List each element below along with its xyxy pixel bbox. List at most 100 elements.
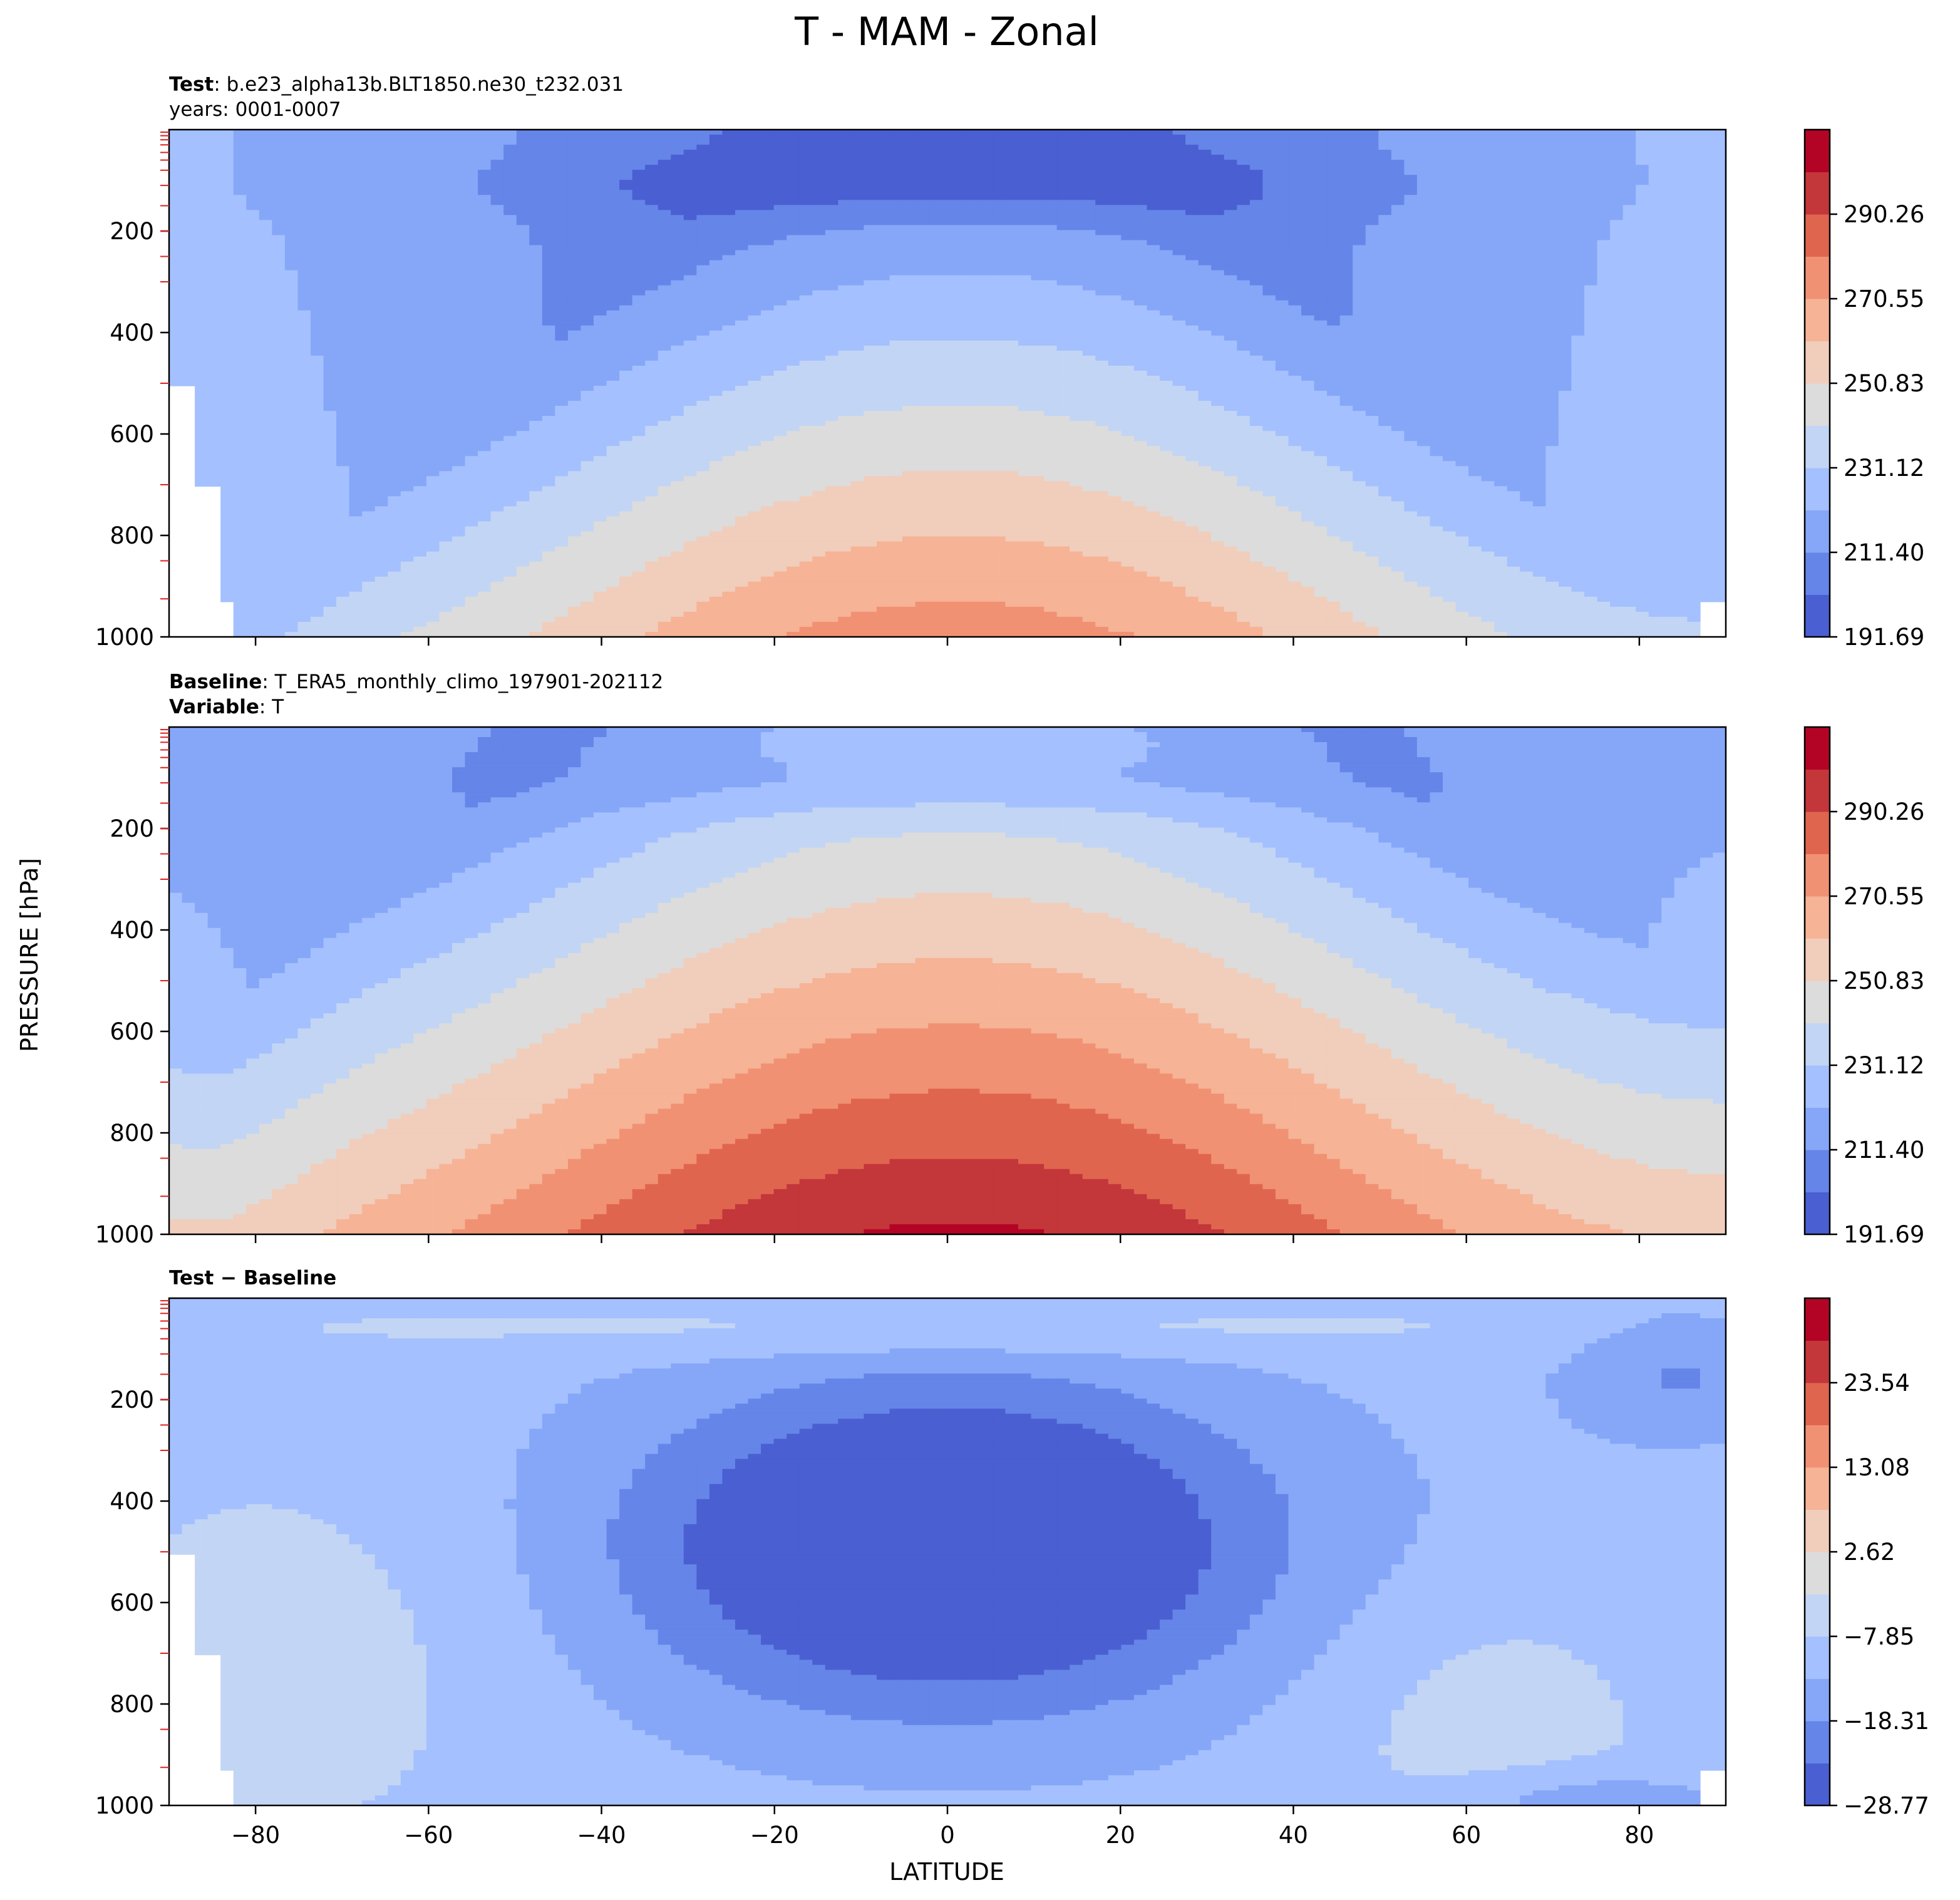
contour-cell: [220, 230, 234, 236]
contour-cell: [915, 205, 929, 211]
contour-cell: [825, 330, 839, 336]
contour-cell: [1211, 250, 1225, 256]
contour-cell: [1275, 180, 1289, 185]
contour-cell: [259, 190, 273, 195]
contour-cell: [709, 170, 723, 175]
contour-cell: [1468, 130, 1482, 135]
contour-cell: [1353, 310, 1366, 316]
contour-cell: [272, 135, 286, 140]
contour-cell: [1455, 130, 1469, 135]
contour-cell: [954, 130, 967, 135]
contour-cell: [619, 285, 633, 291]
contour-cell: [632, 170, 646, 175]
contour-cell: [1636, 190, 1649, 195]
contour-cell: [1532, 175, 1547, 180]
contour-cell: [1353, 130, 1366, 135]
contour-cell: [297, 235, 311, 241]
contour-cell: [1558, 250, 1572, 256]
contour-cell: [529, 270, 543, 276]
contour-cell: [1224, 175, 1237, 180]
contour-cell: [490, 225, 504, 231]
contour-cell: [1018, 265, 1032, 271]
contour-cell: [645, 240, 659, 246]
contour-cell: [1481, 195, 1495, 200]
contour-cell: [478, 190, 492, 195]
contour-cell: [954, 245, 967, 251]
contour-cell: [1365, 265, 1379, 271]
contour-cell: [632, 200, 646, 205]
contour-cell: [1160, 300, 1173, 306]
contour-cell: [1070, 195, 1083, 200]
contour-cell: [1249, 185, 1264, 190]
contour-cell: [1237, 135, 1251, 140]
contour-cell: [1018, 255, 1032, 261]
contour-cell: [787, 170, 800, 175]
contour-cell: [1532, 250, 1547, 256]
contour-cell: [1430, 245, 1443, 251]
contour-cell: [1455, 180, 1469, 185]
contour-cell: [1365, 240, 1379, 246]
contour-cell: [645, 220, 659, 226]
contour-cell: [490, 245, 504, 251]
contour-cell: [1404, 325, 1418, 331]
contour-cell: [1520, 205, 1534, 211]
contour-cell: [1636, 135, 1649, 140]
contour-cell: [1301, 220, 1315, 226]
contour-cell: [1430, 145, 1443, 150]
contour-cell: [1082, 290, 1096, 296]
contour-cell: [645, 265, 659, 271]
contour-cell: [1468, 275, 1482, 281]
contour-cell: [323, 305, 337, 311]
contour-cell: [233, 320, 247, 326]
contour-cell: [1661, 270, 1675, 276]
contour-cell: [1391, 285, 1405, 291]
contour-cell: [1687, 265, 1701, 271]
contour-cell: [374, 335, 388, 341]
contour-cell: [1713, 150, 1726, 155]
contour-cell: [1622, 175, 1636, 180]
contour-cell: [825, 280, 839, 286]
contour-cell: [388, 190, 401, 195]
contour-cell: [400, 330, 415, 336]
contour-cell: [619, 145, 633, 150]
contour-cell: [555, 150, 569, 155]
contour-cell: [1133, 180, 1148, 185]
contour-cell: [284, 180, 299, 185]
contour-cell: [658, 275, 671, 281]
contour-cell: [850, 275, 865, 281]
contour-cell: [709, 225, 723, 231]
contour-cell: [259, 245, 273, 251]
contour-cell: [1597, 135, 1611, 140]
contour-cell: [1571, 155, 1585, 160]
contour-cell: [465, 275, 478, 281]
contour-cell: [362, 195, 376, 200]
contour-cell: [1597, 270, 1611, 276]
contour-cell: [761, 135, 775, 140]
contour-cell: [992, 220, 1006, 226]
contour-cell: [233, 220, 247, 226]
contour-cell: [1198, 195, 1212, 200]
contour-cell: [645, 140, 659, 145]
contour-cell: [1353, 225, 1366, 231]
contour-cell: [1095, 160, 1109, 165]
contour-cell: [1185, 170, 1199, 175]
contour-cell: [233, 325, 247, 331]
contour-cell: [311, 185, 324, 190]
contour-cell: [1610, 185, 1624, 190]
contour-cell: [388, 185, 401, 190]
contour-cell: [374, 185, 388, 190]
contour-cell: [1532, 230, 1547, 236]
contour-cell: [1339, 140, 1353, 145]
contour-cell: [1262, 145, 1276, 150]
contour-cell: [838, 135, 852, 140]
contour-cell: [1262, 320, 1276, 326]
contour-cell: [1275, 275, 1289, 281]
contour-cell: [1070, 220, 1083, 226]
contour-cell: [1365, 190, 1379, 195]
contour-cell: [555, 215, 569, 221]
contour-cell: [272, 160, 286, 165]
contour-cell: [1481, 270, 1495, 276]
contour-cell: [992, 185, 1006, 190]
contour-cell: [465, 170, 478, 175]
contour-cell: [1237, 210, 1251, 216]
